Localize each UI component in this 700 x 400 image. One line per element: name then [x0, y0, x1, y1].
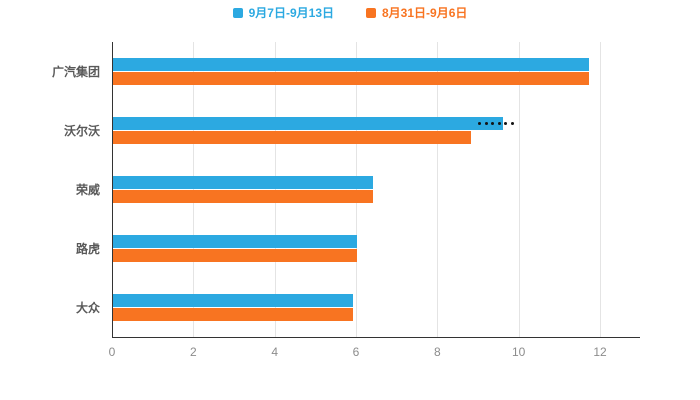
dotted-annotation-dot — [478, 122, 481, 125]
y-axis-line — [112, 42, 113, 337]
category-label: 荣威 — [75, 182, 100, 197]
gridline — [193, 42, 195, 337]
legend-item[interactable]: 9月7日-9月13日 — [232, 6, 334, 20]
dotted-annotation-dot — [497, 122, 501, 125]
bar[interactable] — [113, 117, 504, 130]
legend-marker-icon — [232, 8, 243, 18]
x-tick-label: 2 — [189, 345, 197, 359]
x-tick-label: 0 — [108, 345, 116, 359]
category-label: 广汽集团 — [51, 64, 100, 79]
gridline — [437, 42, 439, 337]
dotted-annotation-dot — [484, 122, 488, 125]
gridline — [518, 42, 520, 337]
legend-item[interactable]: 8月31日-9月6日 — [366, 7, 467, 19]
legend-label: 8月31日-9月6日 — [382, 6, 468, 20]
bar[interactable] — [113, 131, 471, 144]
x-tick-label: 12 — [593, 345, 607, 359]
legend-marker-icon — [366, 8, 376, 18]
bar[interactable] — [113, 235, 357, 248]
bar[interactable] — [113, 249, 357, 262]
x-tick-label: 8 — [433, 345, 441, 359]
category-label: 沃尔沃 — [63, 123, 100, 138]
legend-label: 9月7日-9月13日 — [248, 6, 334, 20]
bar[interactable] — [113, 308, 353, 321]
x-tick-label: 10 — [511, 345, 526, 359]
bar[interactable] — [113, 294, 353, 307]
gridline — [600, 42, 601, 337]
category-label: 大众 — [75, 300, 100, 315]
gridline — [274, 42, 276, 337]
bar[interactable] — [113, 72, 589, 85]
bar[interactable] — [113, 190, 374, 203]
dotted-annotation-dot — [491, 122, 494, 125]
bar[interactable] — [113, 176, 374, 189]
dotted-annotation-dot — [510, 122, 514, 125]
x-axis-line — [112, 337, 640, 338]
x-tick-label: 4 — [271, 345, 278, 359]
bar[interactable] — [113, 58, 589, 71]
category-label: 路虎 — [75, 241, 100, 256]
x-tick-label: 6 — [352, 345, 360, 359]
legend: 9月7日-9月13日 8月31日-9月6日 — [0, 7, 700, 19]
dotted-annotation-dot — [504, 122, 508, 125]
gridline — [356, 42, 357, 337]
